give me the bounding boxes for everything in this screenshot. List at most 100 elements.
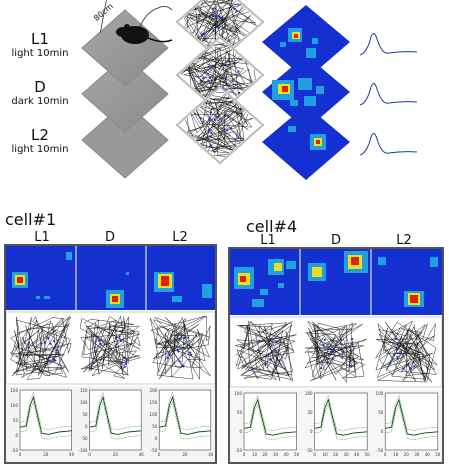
spike-dot xyxy=(272,370,275,373)
spike-dot xyxy=(208,76,211,79)
x-tick-label: 0 xyxy=(313,452,316,457)
spike-dot xyxy=(199,79,202,82)
spike-dot xyxy=(393,353,396,356)
spike-dot xyxy=(28,341,31,344)
spike-dot xyxy=(214,24,218,28)
waveform-l1 xyxy=(359,33,418,56)
spike-dot xyxy=(209,144,212,147)
trajectory-stack xyxy=(175,0,265,165)
spike-dot xyxy=(49,342,52,345)
spike-dot xyxy=(216,115,219,119)
spike-dot xyxy=(48,355,51,358)
x-tick-label: 30 xyxy=(344,452,350,457)
spike-dot xyxy=(396,357,399,360)
spike-dot xyxy=(351,338,354,341)
waveform-sd-upper xyxy=(314,394,368,431)
trajectory-path xyxy=(79,315,141,379)
cell-4-panel xyxy=(228,247,444,464)
waveform-mean xyxy=(314,398,368,436)
spike-dot xyxy=(350,342,354,346)
spike-dot xyxy=(275,340,278,343)
cell-4-title: cell#4 xyxy=(246,217,298,236)
y-tick-label: 150 xyxy=(80,388,88,393)
x-tick-label: 10 xyxy=(252,452,258,457)
trajectory-path xyxy=(375,320,438,383)
spike-dot xyxy=(223,114,226,117)
x-tick-label: 0 xyxy=(19,452,22,457)
spike-dot xyxy=(330,350,333,353)
spike-dot xyxy=(202,120,205,124)
x-tick-label: 40 xyxy=(425,452,431,457)
condition-name-l2: L2 xyxy=(31,126,49,144)
spike-dot xyxy=(93,361,96,364)
y-tick-label: 100 xyxy=(80,400,88,405)
cell-4-col-l1: L1 xyxy=(260,233,276,248)
x-tick-label: 50 xyxy=(435,452,441,457)
spike-dot xyxy=(176,348,179,351)
spike-dot xyxy=(275,351,278,354)
spike-dot xyxy=(220,127,223,130)
arena-l2 xyxy=(81,101,169,179)
waveform-mean xyxy=(19,395,72,435)
waveform-sd-lower xyxy=(19,401,72,440)
x-tick-label: 20 xyxy=(113,452,119,457)
y-tick-label: 100 xyxy=(10,403,18,408)
cell-1-col-l2: L2 xyxy=(172,230,188,245)
waveform-sd-upper xyxy=(89,391,142,430)
x-tick-label: 50 xyxy=(294,452,300,457)
spike-dot xyxy=(235,27,238,30)
spike-dot xyxy=(220,16,223,19)
spike-dot xyxy=(175,333,178,337)
waveform-l2 xyxy=(359,133,418,156)
waveform-sd-lower xyxy=(243,403,297,440)
y-tick-label: 0 xyxy=(155,436,158,441)
waveform-sd-upper xyxy=(243,394,297,431)
x-tick-label: 30 xyxy=(273,452,279,457)
spike-dot xyxy=(119,339,122,343)
spike-dot xyxy=(183,336,186,340)
spike-dot xyxy=(340,338,343,342)
spike-dot xyxy=(195,334,198,337)
condition-subtitle-d: dark 10min xyxy=(11,96,69,107)
y-tick-label: -50 xyxy=(11,448,18,453)
arena-stack xyxy=(81,0,173,179)
y-tick-label: -50 xyxy=(235,448,242,453)
spike-dot xyxy=(237,70,240,73)
spike-dot xyxy=(214,7,217,10)
spike-dot xyxy=(237,136,240,139)
x-tick-label: 50 xyxy=(365,452,371,457)
y-tick-label: 50 xyxy=(308,410,314,415)
waveform-sd-upper xyxy=(159,391,211,430)
spike-dot xyxy=(208,129,211,132)
y-tick-label: 0 xyxy=(239,429,242,434)
y-tick-label: 0 xyxy=(15,433,18,438)
x-tick-label: 0 xyxy=(243,452,246,457)
spike-dot xyxy=(208,118,211,121)
spike-dot xyxy=(167,340,170,343)
spike-dot xyxy=(269,358,272,361)
spike-dot xyxy=(394,337,397,340)
spike-dot xyxy=(251,367,254,371)
spike-dot xyxy=(217,26,220,29)
spike-dot xyxy=(53,359,57,362)
waveform-mean xyxy=(89,395,142,435)
spike-dot xyxy=(271,350,274,353)
spike-dot xyxy=(218,15,221,18)
spike-dot xyxy=(210,131,213,134)
spike-dot xyxy=(212,14,215,17)
y-tick-label: 200 xyxy=(150,388,158,393)
cell-4-col-d: D xyxy=(330,233,341,248)
spike-dot xyxy=(53,340,56,343)
spike-dot xyxy=(389,362,392,365)
trajectory-path xyxy=(304,321,368,383)
condition-name-d: D xyxy=(34,78,46,96)
spike-dot xyxy=(227,60,230,63)
spike-dot xyxy=(257,348,260,351)
trajectory-panel-0 xyxy=(235,320,297,382)
y-tick-label: 0 xyxy=(381,429,384,434)
spike-dot xyxy=(203,71,206,74)
x-tick-label: 20 xyxy=(182,452,188,457)
y-tick-label: 0 xyxy=(85,424,88,429)
spike-dot xyxy=(331,357,334,360)
spike-dot xyxy=(114,337,117,340)
